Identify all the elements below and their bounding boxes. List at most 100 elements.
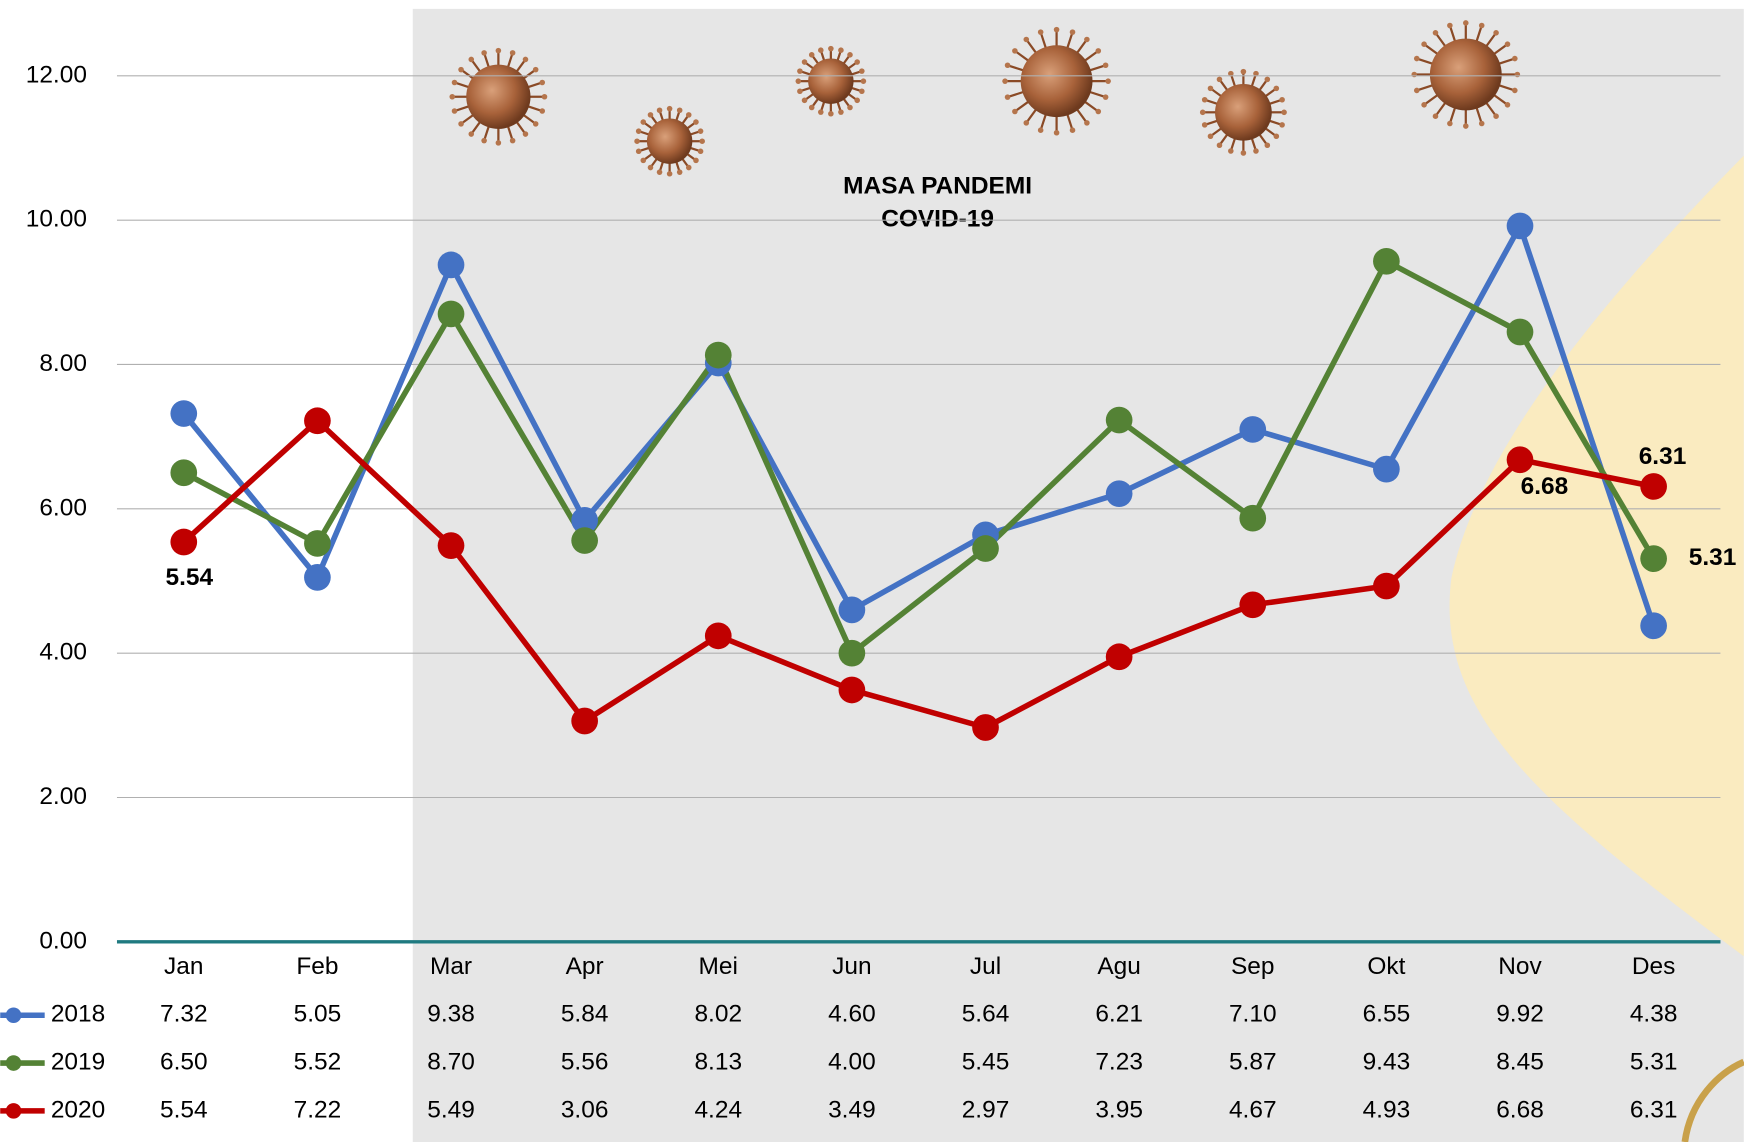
virus-tip [1201,96,1208,103]
virus-tip [1023,36,1030,43]
virus-tip [801,59,808,65]
virus-tip [697,128,704,134]
virus-tip [795,78,802,84]
virus-tip [1207,85,1214,92]
virus-spike [1065,32,1074,50]
virus-spike [1475,25,1483,43]
virus-body [646,118,693,164]
virus-tip [1095,108,1102,115]
annotation: COVID-19 [881,206,994,233]
table-cell: 9.38 [427,1001,475,1028]
legend-label: 2018 [51,1001,105,1028]
annotation: MASA PANDEMI [843,172,1032,199]
table-cell: 6.21 [1095,1001,1143,1028]
point [1239,416,1267,443]
virus-spike [1088,64,1106,72]
virus-tip [634,138,640,145]
virus-tip [468,56,475,63]
virus-spike [1492,93,1508,106]
virus-tip [656,169,663,175]
point [1105,480,1133,508]
virus-tip [685,112,692,118]
table-cell: 6.68 [1496,1096,1544,1123]
virus-tip [1012,48,1018,54]
y-tick-label: 8.00 [39,350,87,377]
virus-tip [818,109,824,115]
point [1640,545,1667,572]
x-tick-label: Agu [1097,953,1141,980]
virus-tip [1413,55,1420,62]
virus-spike [1417,57,1434,66]
y-tick-label: 12.00 [26,61,87,88]
virus-tip [522,56,529,63]
virus-tip [693,157,699,164]
virus-tip [697,148,704,155]
virus-spike [526,105,542,112]
virus-spike [461,113,475,125]
virus-spike [483,125,491,141]
point [704,622,732,650]
virus-tip [1201,122,1208,128]
virus-spike [1014,100,1030,112]
point [1373,247,1400,275]
legend-marker [5,1055,22,1071]
virus-spike [1264,87,1277,98]
virus-tip [509,137,516,144]
point [571,507,598,534]
virus-tip [449,93,456,100]
virus-tip [699,138,705,145]
virus-tip [828,45,834,52]
point [704,341,732,369]
virus-tip [458,66,464,73]
virus-tip [1463,123,1469,129]
table-cell: 5.45 [962,1049,1010,1076]
virus-tip [1273,85,1280,92]
virus-body [1429,38,1502,111]
virus-tip [532,121,539,127]
virus-tip [854,59,860,65]
virus-tip [1012,108,1018,115]
data-label: 6.68 [1521,473,1569,500]
virus-tip [1053,129,1060,136]
virus-tip [1493,30,1499,36]
virus-tip [1478,22,1485,29]
virus-tip [1432,113,1439,119]
table-cell: 9.43 [1363,1049,1411,1076]
virus-spike [1008,90,1025,98]
point [838,676,866,704]
point [1506,446,1534,474]
series-line [181,223,1657,627]
virus-tip [797,88,803,95]
virus-spike [1424,43,1440,56]
virus-tip [818,47,824,53]
virus-spike [1268,98,1282,106]
virus-tip [1216,142,1223,149]
virus-tip [635,128,642,134]
table-cell: 8.02 [694,1001,742,1028]
decoration [1681,1058,1744,1142]
virus-spike [1014,50,1030,63]
virus-tip [1512,87,1518,94]
virus-tip [1207,133,1214,140]
virus-tip [1504,41,1511,47]
table-cell: 9.92 [1496,1001,1544,1028]
virus-tip [808,52,815,58]
virus-spike [470,120,482,135]
virus-spike [1449,25,1457,43]
y-tick-label: 0.00 [39,927,87,954]
table-cell: 5.54 [160,1096,208,1123]
virus-tip [854,97,860,104]
virus-tip [640,157,647,164]
table-cell: 7.23 [1095,1049,1143,1076]
virus-tip [828,110,834,117]
virus-tip [1514,71,1521,78]
table-cell: 7.22 [294,1096,342,1123]
series-line [181,417,1655,731]
series-line [182,258,1657,656]
virus-tip [666,105,673,112]
virus-spike [522,69,536,80]
legend-label: 2019 [51,1049,105,1076]
virus-tip [656,107,663,114]
virus-spike [1435,101,1447,117]
virus-spike [1484,32,1497,48]
